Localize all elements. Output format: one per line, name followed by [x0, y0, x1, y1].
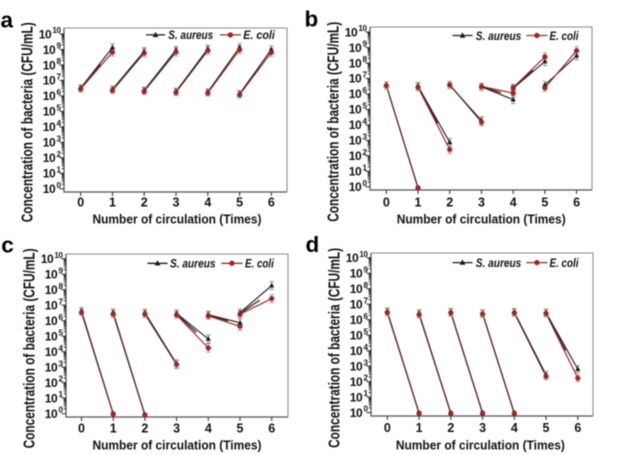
svg-text:Number of circulation (Times): Number of circulation (Times) [93, 439, 262, 453]
svg-text:S. aureus: S. aureus [476, 256, 522, 270]
svg-text:1: 1 [416, 421, 423, 435]
svg-text:S. aureus: S. aureus [476, 29, 522, 43]
svg-text:0: 0 [384, 421, 391, 435]
svg-text:E. coli: E. coli [550, 29, 580, 43]
svg-text:3: 3 [173, 196, 180, 210]
svg-text:6: 6 [574, 421, 581, 435]
svg-text:0: 0 [383, 195, 390, 209]
svg-text:2: 2 [141, 421, 148, 435]
svg-text:5: 5 [237, 421, 244, 435]
svg-text:4: 4 [205, 421, 212, 435]
svg-text:Number of circulation (Times): Number of circulation (Times) [397, 213, 566, 227]
svg-text:1: 1 [110, 421, 117, 435]
svg-text:Number of circulation (Times): Number of circulation (Times) [93, 213, 262, 227]
svg-text:S. aureus: S. aureus [170, 257, 216, 271]
svg-text:5: 5 [543, 421, 550, 435]
svg-text:1: 1 [109, 196, 116, 210]
svg-text:E. coli: E. coli [243, 28, 275, 42]
svg-text:2: 2 [141, 196, 148, 210]
svg-text:Concentration of bacteria (CFU: Concentration of bacteria (CFU/mL) [20, 22, 37, 222]
svg-text:6: 6 [573, 195, 580, 209]
svg-text:Concentration of bacteria (CFU: Concentration of bacteria (CFU/mL) [326, 22, 343, 222]
svg-text:0: 0 [78, 421, 85, 435]
svg-text:4: 4 [511, 421, 518, 435]
svg-text:E. coli: E. coli [550, 256, 580, 270]
svg-text:6: 6 [268, 196, 275, 210]
svg-text:c: c [1, 233, 14, 258]
svg-text:4: 4 [510, 195, 517, 209]
svg-text:Concentration of bacteria (CFU: Concentration of bacteria (CFU/mL) [327, 248, 344, 448]
svg-text:5: 5 [236, 196, 243, 210]
svg-text:a: a [1, 8, 14, 33]
svg-text:2: 2 [446, 195, 453, 209]
svg-text:5: 5 [541, 195, 548, 209]
svg-text:1: 1 [415, 195, 422, 209]
svg-text:3: 3 [479, 421, 486, 435]
svg-text:6: 6 [268, 421, 275, 435]
svg-text:Number of circulation (Times): Number of circulation (Times) [396, 439, 565, 453]
svg-text:3: 3 [478, 195, 485, 209]
svg-text:b: b [305, 7, 319, 32]
svg-text:S. aureus: S. aureus [168, 28, 213, 42]
svg-text:Concentration of bacteria (CFU: Concentration of bacteria (CFU/mL) [22, 248, 39, 448]
svg-text:4: 4 [204, 196, 211, 210]
svg-text:0: 0 [77, 196, 84, 210]
svg-text:d: d [306, 232, 320, 257]
svg-text:E. coli: E. coli [245, 257, 274, 271]
svg-text:3: 3 [173, 421, 180, 435]
svg-text:2: 2 [447, 421, 454, 435]
